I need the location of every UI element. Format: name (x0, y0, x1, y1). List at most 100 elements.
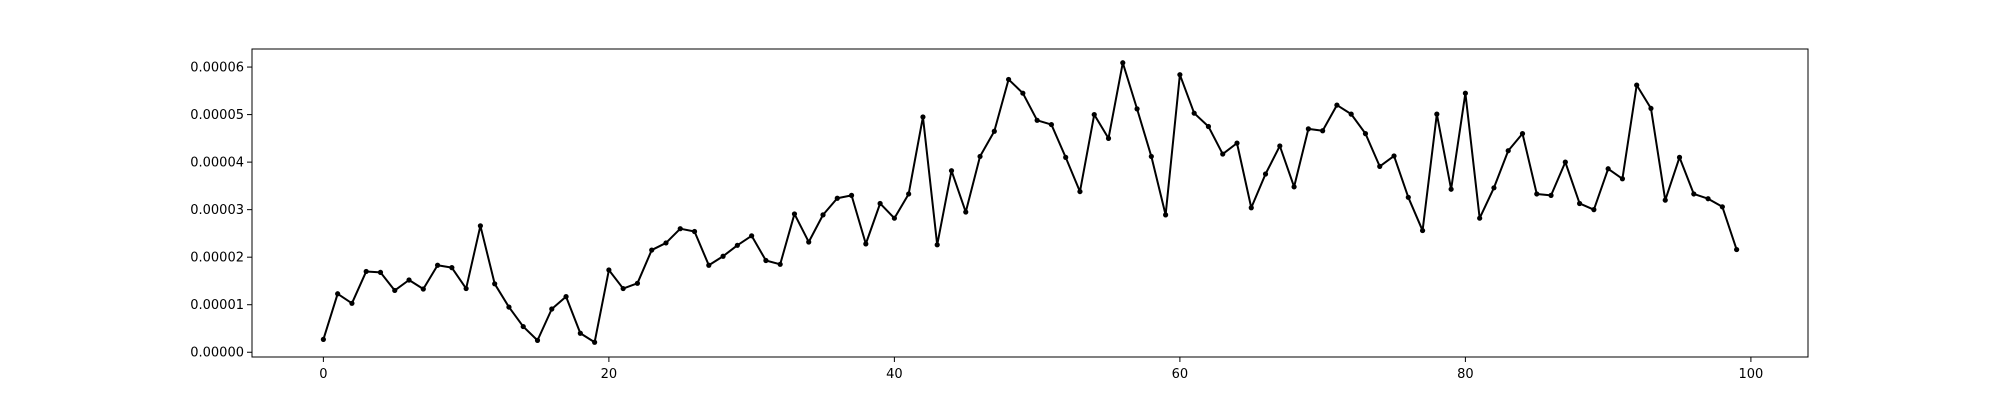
data-point (1634, 82, 1640, 88)
data-point (906, 191, 912, 197)
data-point (1163, 212, 1169, 218)
x-tick-label: 40 (886, 367, 903, 382)
data-point (1548, 192, 1554, 198)
data-point (1105, 135, 1112, 141)
x-axis: 0 20 40 60 80 100 (319, 357, 1763, 382)
data-point (349, 300, 355, 306)
data-point (1262, 171, 1269, 177)
data-point (1334, 102, 1340, 108)
data-point (592, 339, 598, 345)
data-point (691, 228, 698, 235)
data-point (406, 277, 412, 283)
data-point (1491, 185, 1497, 191)
data-point (477, 223, 483, 229)
data-point (834, 195, 840, 201)
data-point (549, 306, 555, 312)
data-point (1419, 227, 1426, 234)
data-point (1534, 191, 1540, 197)
data-point (706, 262, 712, 268)
data-point (863, 241, 869, 247)
data-point (1505, 148, 1511, 154)
data-point (1077, 188, 1083, 195)
data-point (1477, 215, 1483, 221)
data-point (1719, 204, 1725, 210)
data-point (377, 269, 384, 275)
data-point (434, 262, 441, 268)
data-point (791, 211, 798, 217)
data-point (1462, 90, 1468, 96)
data-point (1577, 200, 1583, 207)
x-tick-label: 80 (1457, 367, 1474, 382)
data-point (1734, 246, 1740, 253)
data-point (677, 226, 683, 232)
data-point (948, 168, 955, 174)
y-tick-label: 0.00003 (190, 203, 244, 218)
data-point (1705, 196, 1711, 202)
data-point (1063, 154, 1069, 160)
data-point (1691, 191, 1697, 197)
data-point (891, 215, 897, 221)
data-point (1434, 111, 1440, 117)
data-point (663, 240, 669, 246)
data-point (320, 336, 326, 343)
data-point (1234, 140, 1240, 146)
data-point (420, 286, 426, 292)
data-point (1377, 163, 1383, 169)
data-point (1020, 90, 1026, 96)
y-tick-label: 0.00002 (190, 251, 244, 266)
data-point (749, 233, 755, 239)
plot-frame (251, 48, 1809, 358)
data-point (1676, 154, 1683, 160)
y-axis: 0.00000 0.00001 0.00002 0.00003 0.00004 0.000… (190, 61, 252, 361)
data-point (1320, 128, 1326, 134)
data-point (1048, 121, 1055, 128)
data-point (620, 285, 626, 292)
data-point (763, 257, 769, 264)
x-tick-label: 60 (1172, 367, 1189, 382)
data-point (1405, 194, 1411, 200)
y-tick-label: 0.00006 (190, 61, 244, 76)
data-point (1662, 197, 1668, 203)
data-point (492, 281, 498, 287)
series-layer (320, 60, 1740, 345)
data-point (1120, 60, 1126, 66)
x-tick-label: 20 (601, 367, 618, 382)
data-point (1220, 151, 1226, 157)
data-point (877, 200, 883, 207)
data-point (920, 114, 926, 120)
data-point (1177, 72, 1183, 78)
data-point (1205, 123, 1212, 130)
data-point (392, 287, 398, 294)
data-point (1619, 176, 1626, 182)
data-point (1562, 159, 1568, 165)
data-point (534, 337, 541, 343)
data-point (1005, 76, 1012, 83)
series-line (322, 61, 1738, 344)
data-point (506, 304, 512, 310)
data-point (1448, 186, 1454, 192)
data-point (363, 268, 369, 275)
data-point (577, 330, 583, 336)
y-tick-label: 0.00004 (190, 156, 244, 171)
data-point (1362, 131, 1369, 137)
data-point (335, 291, 341, 297)
data-point (720, 253, 726, 259)
data-point (606, 267, 612, 273)
data-point (1519, 131, 1526, 137)
y-tick-label: 0.00005 (190, 108, 244, 123)
data-point (449, 265, 455, 271)
x-tick-label: 0 (319, 367, 327, 382)
data-point (634, 280, 641, 286)
data-point (934, 242, 940, 248)
data-point (977, 153, 983, 160)
data-point (1648, 105, 1654, 112)
data-point (820, 212, 826, 218)
data-point (1605, 166, 1611, 172)
y-tick-label: 0.00000 (190, 346, 244, 361)
data-point (1277, 143, 1283, 149)
x-tick-label: 100 (1738, 367, 1763, 382)
data-point (1148, 153, 1154, 160)
data-point (777, 261, 783, 267)
data-point (1248, 205, 1254, 211)
